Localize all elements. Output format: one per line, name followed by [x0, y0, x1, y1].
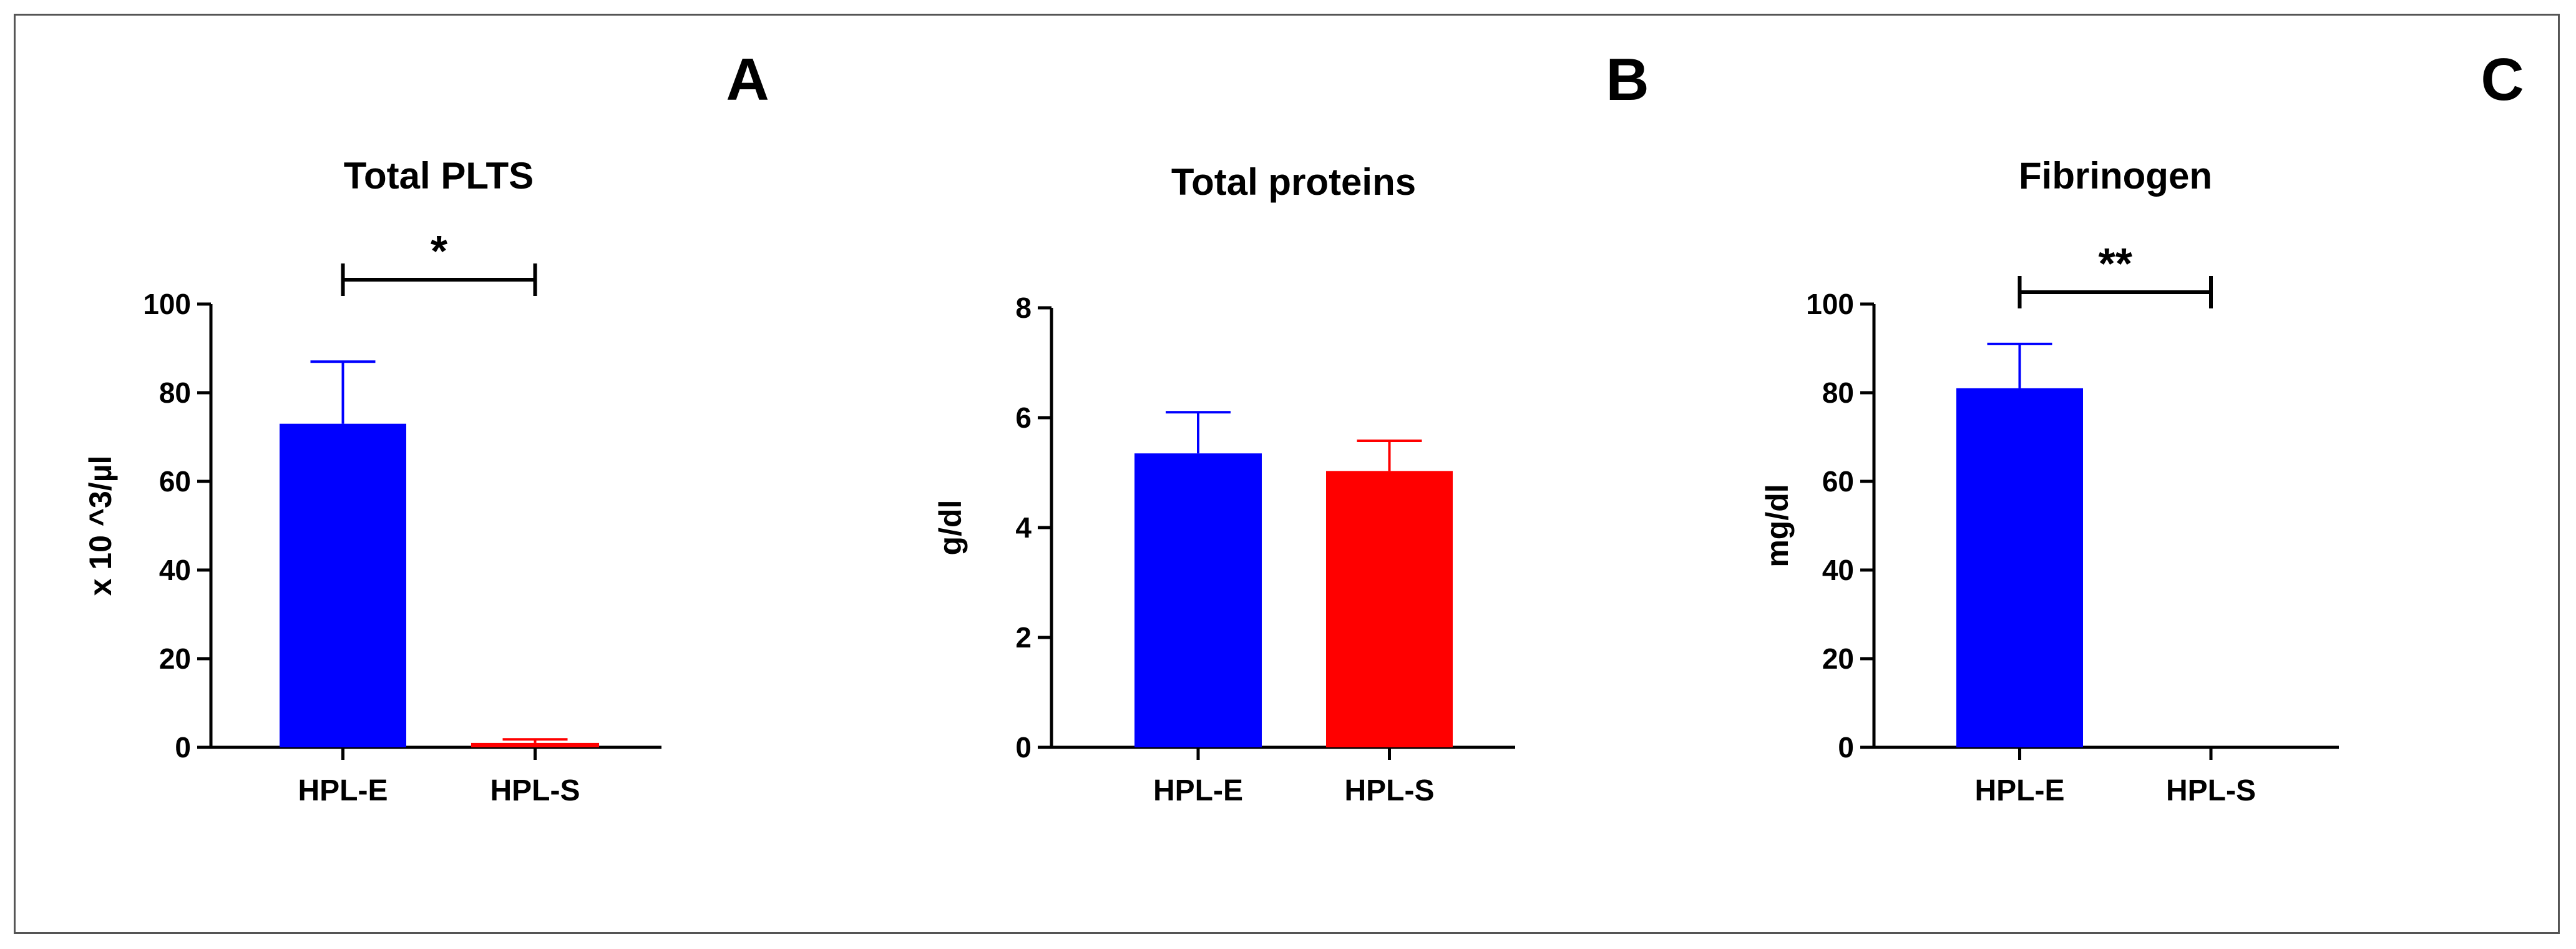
y-tick-label: 0 — [1838, 731, 1854, 764]
panel-label: A — [726, 46, 769, 113]
figure-frame — [14, 14, 2560, 934]
y-axis-label: mg/dl — [1760, 484, 1795, 567]
chart-title: Fibrinogen — [2019, 155, 2212, 197]
panel-label: C — [2481, 46, 2524, 113]
x-category-label: HPL-S — [2166, 774, 2256, 807]
y-tick-label: 80 — [1822, 376, 1854, 409]
chart-panel-c: C Fibrinogen mg/dl 0 20 40 60 80 100 HPL-E HPL-S ** — [1760, 46, 2524, 807]
chart-title: Total PLTS — [344, 155, 534, 197]
y-tick-label: 8 — [1015, 292, 1032, 324]
y-tick-label: 20 — [1822, 642, 1854, 675]
panel-label: B — [1606, 46, 1649, 113]
significance-marker: * — [431, 227, 448, 275]
y-tick-label: 6 — [1015, 401, 1032, 434]
chart-title: Total proteins — [1171, 161, 1416, 203]
y-tick-label: 60 — [159, 465, 191, 498]
y-axis-label: x 10 ^3/µl — [83, 456, 118, 596]
y-tick-label: 100 — [1806, 288, 1854, 320]
bar-hpl-e — [1956, 388, 2083, 747]
y-tick-label: 40 — [1822, 554, 1854, 586]
x-category-label: HPL-E — [1153, 774, 1243, 807]
y-tick-label: 80 — [159, 376, 191, 409]
x-category-label: HPL-S — [1345, 774, 1435, 807]
chart-panel-b: B Total proteins g/dl 0 2 4 6 8 HPL-E HPL-S — [933, 46, 1649, 807]
y-tick-label: 100 — [143, 288, 191, 320]
bar-hpl-s — [1326, 471, 1453, 747]
y-tick-label: 20 — [159, 642, 191, 675]
y-axis-label: g/dl — [933, 500, 968, 556]
bar-hpl-e — [1134, 453, 1262, 747]
y-tick-label: 2 — [1015, 621, 1032, 654]
y-tick-label: 60 — [1822, 465, 1854, 498]
bar-hpl-e — [280, 423, 406, 747]
x-category-label: HPL-S — [490, 774, 580, 807]
y-tick-label: 0 — [175, 731, 191, 764]
y-tick-label: 0 — [1015, 731, 1032, 764]
x-category-label: HPL-E — [1975, 774, 2065, 807]
bar-hpl-s — [471, 742, 599, 747]
y-tick-label: 40 — [159, 554, 191, 586]
y-tick-label: 4 — [1015, 511, 1032, 544]
chart-panel-a: A Total PLTS x 10 ^3/µl 0 20 40 60 80 100 HPL-E HP… — [83, 46, 769, 807]
x-category-label: HPL-E — [298, 774, 388, 807]
significance-marker: ** — [2099, 239, 2133, 288]
